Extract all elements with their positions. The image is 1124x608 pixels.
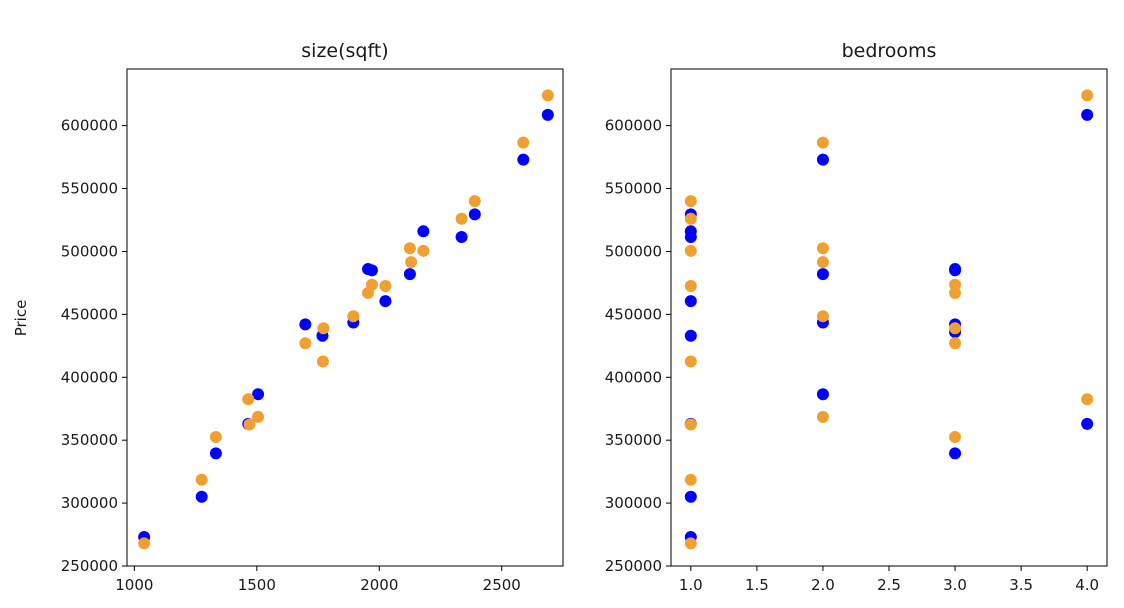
data-point-series-b [365,278,378,291]
data-point-series-b [816,136,829,149]
y-axis-label: Price [12,300,30,337]
axes-frame [126,68,564,567]
data-point-series-b [949,286,962,299]
data-point-series-b [138,537,151,550]
data-point-series-a [816,388,829,401]
data-point-series-b [684,195,697,208]
data-point-series-b [684,418,697,431]
data-point-series-b [816,256,829,269]
data-point-series-b [949,337,962,350]
data-point-series-a [417,225,430,238]
x-tick-label: 1500 [238,576,276,594]
data-point-series-a [684,230,697,243]
data-point-series-b [299,337,312,350]
data-point-series-b [949,431,962,444]
y-tick-label: 350000 [61,431,118,449]
data-point-series-a [299,318,312,331]
x-tick-label: 3.5 [1009,576,1033,594]
panel-bedrooms: bedrooms 250000 300000 350000 400000 450000 50… [605,40,1108,594]
data-point-series-b [684,355,697,368]
data-point-series-a [195,490,208,503]
data-point-series-a [816,153,829,166]
data-point-series-b [684,212,697,225]
data-point-series-b [816,310,829,323]
y-tick-label: 600000 [605,117,662,135]
x-tick-label: 2500 [483,576,521,594]
data-point-series-a [816,268,829,281]
data-point-series-b [684,473,697,486]
data-point-series-a [541,108,554,121]
data-point-series-b [455,212,468,225]
x-tick-label: 2.5 [877,576,901,594]
data-point-series-a [365,264,378,277]
data-point-series-b [684,537,697,550]
x-tick-label: 2000 [360,576,398,594]
y-tick-label: 550000 [61,180,118,198]
y-tick-label: 250000 [605,557,662,575]
data-point-series-a [252,388,265,401]
data-point-series-a [949,447,962,460]
data-point-series-a [403,268,416,281]
data-point-series-b [379,280,392,293]
x-tick-label: 4.0 [1075,576,1099,594]
data-point-series-b [403,242,416,255]
x-tick-label: 2.0 [811,576,835,594]
data-point-series-b [949,322,962,335]
x-tick-label: 1.0 [679,576,703,594]
data-point-series-b [1081,393,1094,406]
data-point-series-a [949,264,962,277]
data-point-series-a [1081,108,1094,121]
data-point-series-a [209,447,222,460]
data-point-series-b [209,431,222,444]
y-tick-label: 450000 [605,305,662,323]
data-point-series-a [517,153,530,166]
y-tick-label: 500000 [605,242,662,260]
data-point-series-b [243,418,256,431]
data-point-series-b [684,244,697,257]
data-point-series-a [684,295,697,308]
data-point-series-b [541,89,554,102]
y-tick-label: 400000 [605,368,662,386]
data-point-series-b [816,242,829,255]
data-point-series-b [317,322,330,335]
chart-title: size(sqft) [301,40,388,62]
data-point-series-b [1081,89,1094,102]
x-tick-label: 1.5 [745,576,769,594]
x-tick-label: 3.0 [943,576,967,594]
data-point-series-b [517,136,530,149]
data-point-series-a [455,230,468,243]
data-point-series-b [468,195,481,208]
y-tick-label: 350000 [605,431,662,449]
data-point-series-b [405,256,418,269]
chart-title: bedrooms [842,40,937,62]
y-tick-label: 400000 [61,368,118,386]
data-point-series-b [347,310,360,323]
data-point-series-b [252,410,265,423]
y-tick-label: 550000 [605,180,662,198]
data-point-series-b [816,410,829,423]
data-point-series-b [316,355,329,368]
axes-frame [670,68,1108,567]
data-point-series-b [195,473,208,486]
data-point-series-b [417,244,430,257]
data-point-series-b [242,393,255,406]
data-point-series-b [684,280,697,293]
y-tick-label: 450000 [61,305,118,323]
x-tick-label: 1000 [115,576,153,594]
y-tick-label: 600000 [61,117,118,135]
data-point-series-a [684,329,697,342]
data-point-series-a [684,490,697,503]
y-tick-label: 250000 [61,557,118,575]
data-point-series-a [1081,417,1094,430]
data-point-series-a [379,295,392,308]
y-tick-label: 300000 [605,494,662,512]
y-tick-label: 500000 [61,242,118,260]
y-tick-label: 300000 [61,494,118,512]
panel-size-sqft: size(sqft) 250000 300000 350000 400000 450000… [61,40,564,594]
data-point-series-a [468,208,481,221]
